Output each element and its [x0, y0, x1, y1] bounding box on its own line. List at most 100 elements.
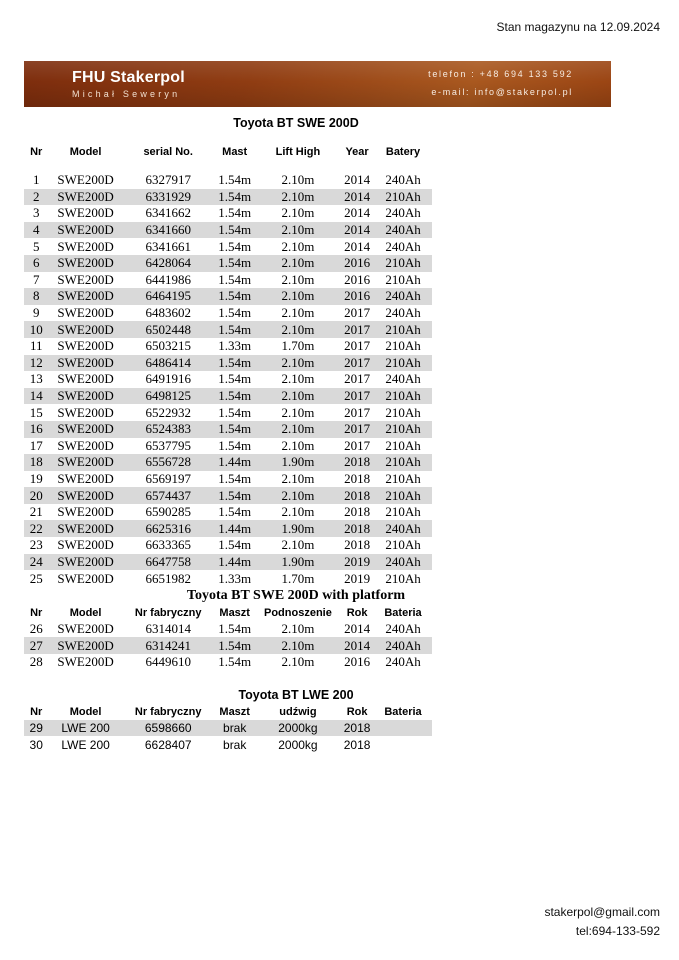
table-cell: 6314241	[122, 637, 214, 655]
column-header: Nr	[30, 706, 43, 719]
table-cell: 2017	[340, 354, 375, 372]
table-row: 12 SWE200D 6486414 1.54m 2.10m 2017 210Ah	[24, 354, 432, 372]
column-header: Model	[69, 607, 102, 620]
table-row: 9 SWE200D 6483602 1.54m 2.10m 2017 240Ah	[24, 305, 432, 322]
table-row: 23 SWE200D 6633365 1.54m 2.10m 2018 210Ah	[24, 537, 432, 554]
table-cell: 240Ah	[385, 305, 421, 321]
table-section: Toyota BT SWE 200D Nr Model serial No. Mast L…	[24, 116, 568, 587]
table-cell: 240Ah	[374, 553, 432, 571]
table-cell: brak	[223, 737, 247, 752]
table-cell: 1.54m	[218, 238, 252, 254]
table-cell: 6522932	[145, 404, 191, 420]
table-cell: 18	[24, 454, 49, 471]
column-header: Lift High	[275, 145, 321, 158]
spacer-row	[24, 159, 432, 172]
table-row: 26 SWE200D 6314014 1.54m 2.10m 2014 240Ah	[24, 621, 432, 638]
company-owner: Michał Seweryn	[72, 89, 181, 99]
table-row: 6 SWE200D 6428064 1.54m 2.10m 2016 210Ah	[24, 254, 432, 272]
column-header: Mast	[222, 145, 248, 158]
table-cell: SWE200D	[57, 570, 114, 586]
table-cell: 2.10m	[281, 238, 315, 254]
table-cell: 210Ah	[374, 354, 432, 372]
table-cell: 210Ah	[385, 271, 421, 287]
table-cell: 210Ah	[385, 504, 421, 520]
table-cell: 2.10m	[281, 271, 315, 287]
table-cell: 2016	[344, 654, 371, 670]
table-cell: 12	[24, 354, 49, 372]
table-cell: 2.10m	[255, 387, 341, 405]
table-cell: 1.33m	[218, 570, 252, 586]
header-row: Nr Model Nr fabryczny Maszt udźwig Rok Bateria	[24, 705, 432, 720]
table-row: 22 SWE200D 6625316 1.44m 1.90m 2018 240Ah	[24, 520, 432, 538]
table-cell: 2017	[340, 420, 375, 438]
table-cell: 1.54m	[218, 537, 252, 553]
table-cell: 6341660	[122, 221, 214, 239]
table-cell: 6314014	[145, 621, 191, 637]
table-cell: 13	[29, 371, 43, 387]
table-cell: 15	[29, 404, 43, 420]
table-cell: 6651982	[145, 570, 191, 586]
table-cell: 24	[24, 553, 49, 571]
table-cell: 210Ah	[374, 387, 432, 405]
spacer-cell	[24, 159, 432, 172]
column-header: udźwig	[279, 706, 317, 719]
table-cell: 2018	[344, 504, 371, 520]
table-cell: 2.10m	[255, 637, 341, 655]
table-cell: 2017	[344, 437, 371, 453]
table-cell: 21	[29, 504, 43, 520]
table-cell: 17	[29, 437, 43, 453]
table-cell: SWE200D	[57, 504, 114, 520]
table-cell: 2.10m	[281, 371, 315, 387]
table-cell: 1.33m	[218, 338, 252, 354]
table-cell: 210Ah	[374, 254, 432, 272]
table-cell: 240Ah	[385, 654, 421, 670]
column-header: Maszt	[219, 706, 250, 719]
table-cell: 1.54m	[213, 637, 256, 655]
table-cell: 10	[24, 321, 49, 338]
table-title: Toyota BT SWE 200D with platform	[186, 587, 406, 603]
table-cell: 2019	[344, 570, 371, 586]
table-cell: 6502448	[122, 321, 214, 338]
table-cell: 2016	[340, 254, 375, 272]
table-cell: 2.10m	[281, 404, 315, 420]
table-cell: SWE200D	[48, 188, 123, 206]
table-cell: 2019	[340, 553, 375, 571]
table-cell: 2.10m	[281, 205, 315, 221]
table-row: 24 SWE200D 6647758 1.44m 1.90m 2019 240Ah	[24, 553, 432, 571]
table-cell: 1.54m	[213, 221, 256, 239]
table-title: Toyota BT SWE 200D	[233, 116, 359, 130]
table-cell: 210Ah	[374, 420, 432, 438]
table-cell: 2.10m	[255, 254, 341, 272]
table-cell: 6633365	[145, 537, 191, 553]
table-cell: 1.54m	[218, 172, 252, 188]
table-cell: 3	[32, 205, 40, 221]
table-cell	[374, 736, 432, 753]
table-cell: 1.54m	[213, 288, 256, 305]
table-row: 2 SWE200D 6331929 1.54m 2.10m 2014 210Ah	[24, 188, 432, 206]
table-cell: 6556728	[122, 454, 214, 471]
table-cell: 2000kg	[255, 719, 341, 737]
inventory-table: Nr Model Nr fabryczny Maszt udźwig Rok Bateria…	[24, 705, 432, 753]
table-cell: SWE200D	[57, 621, 114, 637]
table-cell: 1.70m	[281, 570, 315, 586]
table-cell: SWE200D	[57, 271, 114, 287]
footer-tel: tel:694-133-592	[575, 923, 660, 938]
table-cell: 6428064	[122, 254, 214, 272]
column-header: serial No.	[143, 145, 193, 158]
table-cell: 2.10m	[255, 188, 341, 206]
table-cell: 6441986	[145, 271, 191, 287]
table-cell: SWE200D	[48, 387, 123, 405]
column-header: Nr fabryczny	[134, 607, 202, 620]
header-row: Nr Model Nr fabryczny Maszt Podnoszenie Rok Ba…	[24, 606, 432, 621]
table-cell: 23	[29, 537, 43, 553]
column-header: Model	[69, 706, 102, 719]
table-cell: 27	[24, 637, 49, 655]
table-cell: 11	[29, 338, 43, 354]
table-title: Toyota BT LWE 200	[238, 687, 354, 702]
table-cell: SWE200D	[48, 321, 123, 338]
column-header: Nr	[30, 607, 43, 620]
column-header: Bateria	[384, 607, 422, 620]
table-cell: 240Ah	[374, 221, 432, 239]
table-cell	[374, 719, 432, 737]
